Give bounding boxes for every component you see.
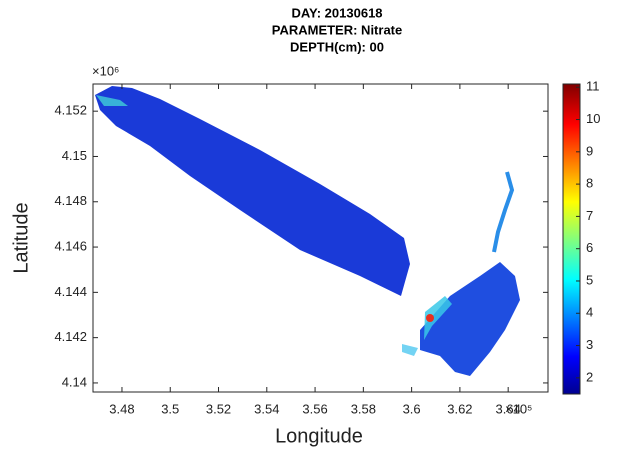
x-tick-label: 3.5 [161, 401, 179, 416]
colorbar-tick-label: 9 [586, 143, 593, 158]
colorbar-tick-label: 10 [586, 111, 600, 126]
x-tick-label: 3.58 [351, 401, 376, 416]
y-exponent: ×10⁶ [92, 63, 119, 78]
x-axis-label: Longitude [275, 425, 363, 447]
y-tick-label: 4.15 [62, 148, 87, 163]
colorbar-tick-label: 11 [586, 79, 600, 94]
y-tick-label: 4.142 [54, 329, 87, 344]
x-tick-label: 3.6 [403, 401, 421, 416]
y-tick-label: 4.148 [54, 193, 87, 208]
x-tick-label: 3.52 [206, 401, 231, 416]
colorbar-tick-label: 2 [586, 369, 593, 384]
colorbar-tick-label: 4 [586, 305, 593, 320]
colorbar-tick-label: 6 [586, 240, 593, 255]
colorbar-tick-label: 5 [586, 272, 593, 287]
colorbar-tick-label: 3 [586, 337, 593, 352]
lake-main [95, 86, 410, 296]
x-tick-label: 3.48 [109, 401, 134, 416]
y-tick-label: 4.152 [54, 103, 87, 118]
colorbar [562, 83, 581, 395]
x-tick-label: 3.62 [447, 401, 472, 416]
y-tick-label: 4.14 [62, 374, 87, 389]
hotspot [426, 314, 434, 322]
lake-south [420, 262, 520, 376]
x-tick-label: 3.56 [302, 401, 327, 416]
y-tick-label: 4.144 [54, 284, 87, 299]
x-tick-label: 3.64 [496, 401, 521, 416]
y-axis-label: Latitude [10, 202, 32, 273]
shore-high [96, 95, 128, 106]
shore-high [424, 296, 452, 340]
colorbar-tick-label: 8 [586, 176, 593, 191]
chart-title: PARAMETER: Nitrate [272, 22, 403, 37]
chart-title: DEPTH(cm): 00 [290, 39, 384, 54]
river [492, 171, 515, 253]
chart-title: DAY: 20130618 [291, 5, 382, 20]
map-area [92, 83, 549, 393]
y-tick-label: 4.146 [54, 238, 87, 253]
x-exponent: ×10⁵ [505, 401, 532, 416]
colorbar-tick-label: 7 [586, 208, 593, 223]
shore-high [402, 344, 418, 356]
x-tick-label: 3.54 [254, 401, 279, 416]
